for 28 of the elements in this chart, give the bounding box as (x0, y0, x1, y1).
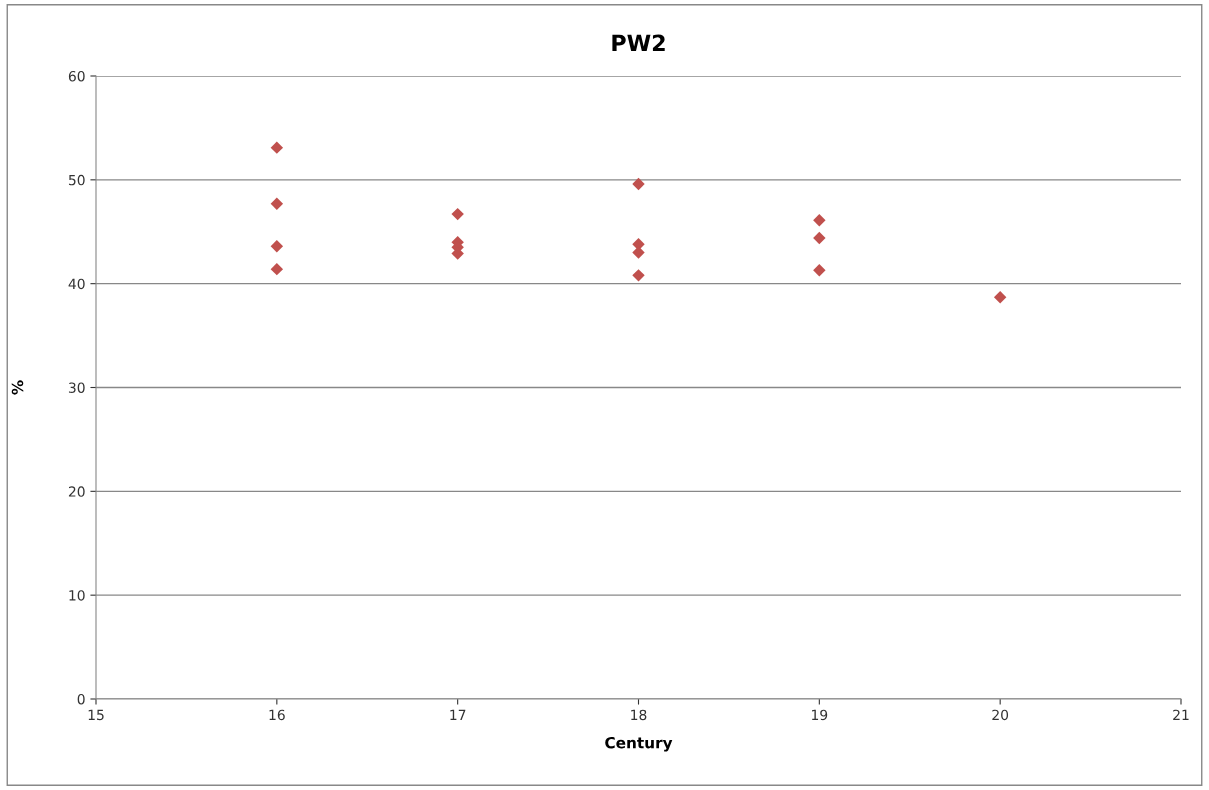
point (451, 207, 464, 221)
x-axis-title: Century (605, 736, 673, 752)
y-tick-label: 0 (77, 693, 85, 705)
x-tick-label: 17 (450, 709, 466, 720)
x-tick-label: 16 (269, 709, 285, 721)
y-tick-label: 50 (68, 174, 85, 186)
point (993, 290, 1007, 304)
point (813, 263, 826, 277)
x-tick-label: 20 (992, 709, 1009, 721)
y-tick-label: 30 (68, 382, 85, 393)
y-tick-label: 10 (69, 590, 85, 601)
y-tick-label: 20 (68, 486, 85, 497)
point (813, 214, 826, 227)
x-tick-label: 19 (812, 709, 828, 721)
x-tick-label: 18 (631, 709, 647, 721)
point (632, 269, 645, 282)
point (632, 177, 645, 191)
y-axis-title: % (11, 380, 24, 395)
y-tick-label: 60 (68, 70, 85, 82)
point (270, 240, 284, 253)
y-tick-label: 40 (68, 278, 85, 290)
x-tick-label: 15 (88, 709, 104, 721)
point (270, 197, 284, 210)
chart-title: PW2 (612, 34, 665, 51)
point (270, 141, 284, 154)
x-tick-label: 21 (1173, 709, 1189, 720)
point (270, 262, 284, 276)
point (813, 231, 826, 245)
